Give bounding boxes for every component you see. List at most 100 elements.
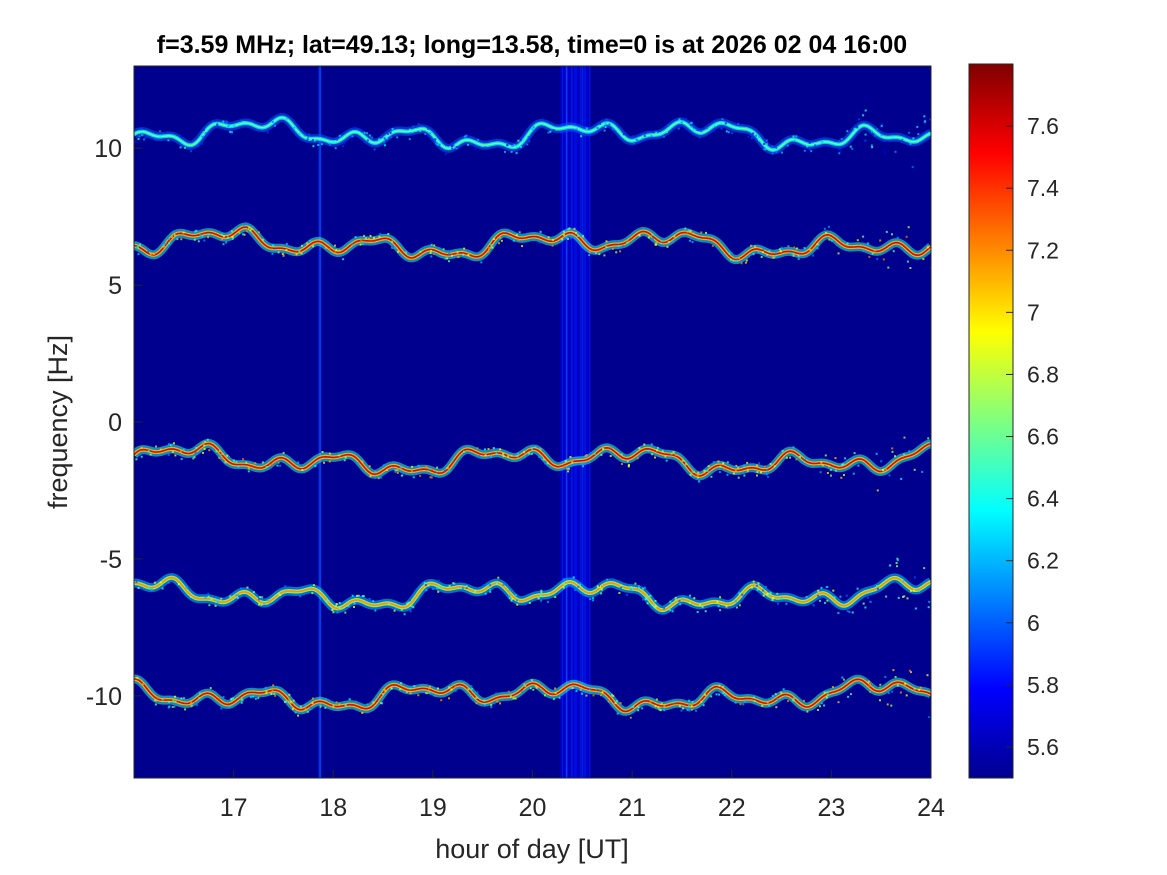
trace-speckle [297,461,300,464]
trace-speckle [771,145,774,148]
trace-speckle [149,453,152,456]
trace-speckle [276,464,279,467]
trace-speckle [254,697,257,700]
trace-speckle [871,585,874,588]
trace-speckle [896,565,898,568]
trace-speckle [162,245,165,248]
trace-speckle [834,457,837,460]
trace-speckle [137,138,140,140]
trace-speckle [312,584,315,587]
trace-speckle [825,231,827,234]
trace-speckle [691,470,694,473]
trace-speckle [785,602,788,605]
trace-speckle [726,461,729,464]
trace-speckle [493,238,496,241]
trace-speckle [828,465,831,468]
trace-speckle [585,127,588,130]
trace-speckle [220,597,223,600]
trace-speckle [474,590,477,593]
trace-speckle [357,462,360,465]
trace-speckle [344,611,347,614]
trace-speckle [417,464,420,467]
colorbar-tick-label: 6.8 [1027,361,1059,387]
trace-speckle [409,132,412,135]
trace-speckle [686,709,689,711]
trace-speckle [180,238,183,241]
y-tick-label: -10 [86,683,122,711]
trace-speckle [386,132,389,135]
trace-speckle [356,594,359,597]
trace-speckle [643,443,646,446]
trace-speckle [430,255,433,258]
trace-speckle [904,682,907,685]
trace-speckle [232,123,235,126]
trace-speckle [671,610,674,613]
trace-speckle [390,687,393,690]
trace-speckle [336,611,339,614]
trace-speckle [152,252,155,255]
trace-speckle [361,460,364,463]
trace-speckle [179,146,182,149]
trace-speckle [806,145,809,148]
trace-speckle [598,253,601,256]
trace-speckle [428,244,431,247]
trace-speckle [837,612,840,614]
trace-speckle [706,469,709,472]
trace-speckle [724,694,727,696]
trace-speckle [451,459,454,462]
trace-speckle [666,245,669,248]
trace-speckle [663,607,666,610]
trace-speckle [919,686,922,689]
trace-speckle [715,124,718,127]
trace-speckle [782,688,785,691]
trace-speckle [228,455,230,458]
trace-speckle [710,475,713,478]
trace-speckle [240,119,243,122]
trace-speckle [399,465,402,468]
trace-speckle [185,586,188,589]
trace-speckle [357,594,360,597]
trace-speckle [380,136,383,138]
trace-speckle [766,593,769,596]
trace-speckle [230,698,233,701]
trace-speckle [144,136,147,139]
trace-speckle [407,126,410,129]
trace-speckle [424,133,427,135]
trace-speckle [803,149,806,152]
trace-speckle [540,589,543,592]
trace-speckle [436,587,439,590]
trace-speckle [787,253,790,256]
trace-speckle [812,604,815,607]
trace-speckle [731,252,733,255]
trace-speckle [862,249,865,252]
trace-speckle [562,230,565,233]
trace-speckle [572,576,575,579]
trace-speckle [669,600,672,603]
trace-speckle [688,699,691,702]
trace-speckle [585,454,588,457]
trace-speckle [697,238,700,240]
trace-speckle [760,471,762,474]
plot-area [134,66,931,778]
trace-speckle [803,699,805,702]
trace-speckle [760,256,763,258]
trace-speckle [817,589,820,592]
trace-speckle [299,705,302,708]
trace-speckle [750,244,753,247]
trace-speckle [604,126,607,129]
trace-speckle [803,247,806,250]
trace-speckle [507,690,510,693]
trace-speckle [242,121,245,123]
trace-speckle [650,135,653,138]
trace-speckle [429,252,432,254]
trace-speckle [592,694,595,697]
trace-speckle [892,136,895,139]
trace-speckle [649,701,652,704]
trace-speckle [154,703,157,706]
trace-speckle [180,697,183,700]
trace-speckle [243,233,246,236]
trace-speckle [584,455,587,458]
trace-speckle [502,452,505,455]
trace-speckle [792,254,795,257]
trace-speckle [819,599,821,602]
